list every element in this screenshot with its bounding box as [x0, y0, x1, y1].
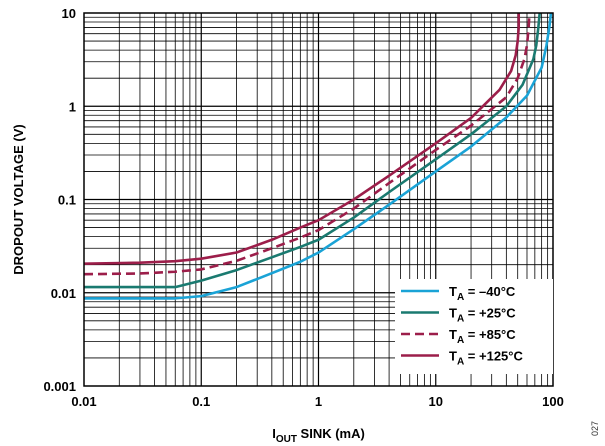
- series-line-2: [84, 12, 541, 289]
- x-tick-label: 0.01: [71, 394, 96, 409]
- y-tick-label: 0.1: [58, 193, 76, 208]
- x-axis-title: IOUT SINK (mA): [272, 426, 365, 445]
- y-tick-label: 0.01: [51, 286, 76, 301]
- series-line-1: [84, 12, 553, 300]
- x-tick-label: 0.1: [192, 394, 210, 409]
- y-tick-label: 10: [62, 6, 76, 21]
- series-line-3: [83, 12, 531, 276]
- curves: [83, 12, 553, 300]
- x-tick-label: 1: [315, 394, 322, 409]
- y-tick-label: 1: [69, 99, 76, 114]
- plot-border: [83, 12, 554, 387]
- x-tick-label: 10: [429, 394, 443, 409]
- legend: TA = –40°C TA = +25°C TA = +85°C TA = +125°…: [395, 279, 553, 374]
- figure-id: 027: [590, 421, 600, 436]
- series-line-4: [83, 13, 521, 265]
- x-tick-label: 100: [542, 394, 564, 409]
- legend-label-2: TA = +25°C: [449, 306, 516, 325]
- y-tick-label: 0.001: [43, 379, 76, 394]
- y-axis-title: DROPOUT VOLTAGE (V): [11, 124, 26, 274]
- legend-label-4: TA = +125°C: [449, 349, 523, 368]
- legend-box: [395, 279, 553, 374]
- legend-label-3: TA = +85°C: [449, 327, 516, 346]
- legend-label-1: TA = –40°C: [449, 284, 516, 303]
